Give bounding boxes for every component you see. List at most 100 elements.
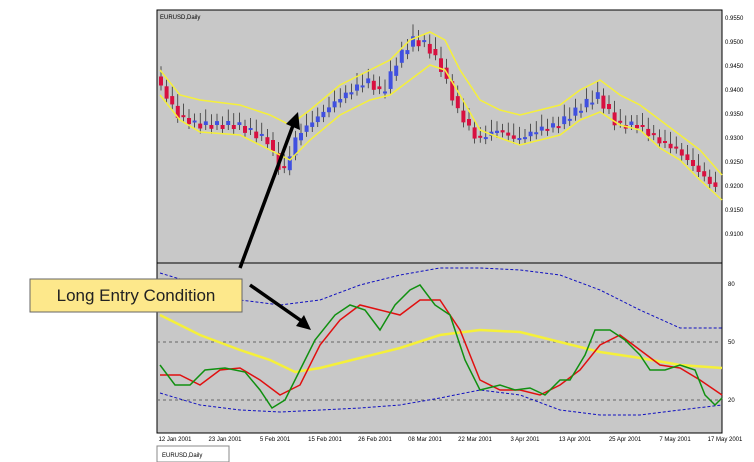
date-label: 13 Apr 2001 [559, 437, 592, 443]
arrow-up [238, 119, 297, 269]
price-label: 0.9250 [725, 160, 744, 166]
candle-body [433, 49, 438, 56]
candle-body [226, 121, 231, 125]
candle-body [427, 43, 432, 54]
candle-body [685, 154, 690, 161]
candle-body [360, 85, 365, 88]
candle-body [439, 58, 443, 72]
candle-body [355, 84, 359, 91]
candle-body [511, 135, 516, 139]
candle-body [657, 137, 662, 144]
candle-body [607, 104, 611, 110]
candle-body [192, 120, 197, 123]
arrowhead [286, 112, 300, 130]
candle-body [495, 130, 499, 133]
candle-body [187, 118, 191, 125]
candle-body [220, 125, 225, 129]
candle-body [595, 92, 600, 99]
candle-body [394, 65, 399, 76]
candle-body [383, 91, 387, 94]
price-label: 0.9200 [725, 184, 744, 190]
osc-lower-band [159, 389, 723, 416]
candle-body [321, 111, 326, 118]
candle-body [371, 80, 376, 90]
upper-band [159, 31, 723, 176]
candle-body [299, 132, 303, 141]
candle-body [640, 125, 645, 127]
candle-body [472, 127, 477, 139]
oscillator-axis: 80 50 20 [728, 282, 735, 404]
date-label: 23 Jan 2001 [208, 437, 242, 443]
candle-body [181, 115, 186, 118]
date-label: 17 May 2001 [708, 437, 743, 443]
candle-body [573, 107, 578, 116]
candle-body [500, 130, 505, 133]
candle-body [327, 107, 331, 113]
price-axis: 0.9550 0.9500 0.9450 0.9400 0.9350 0.9300 0.92… [725, 16, 744, 238]
price-label: 0.9450 [725, 64, 744, 70]
candle-body [287, 156, 292, 171]
candle-body [702, 171, 707, 177]
candle-body [707, 176, 712, 184]
chart-area [156, 9, 723, 434]
price-label: 0.9150 [725, 208, 744, 214]
candle-body [612, 112, 617, 126]
candle-body [343, 92, 348, 99]
date-label: 08 Mar 2001 [408, 437, 442, 443]
candle-body [416, 40, 421, 47]
window-title: EURUSD,Daily [160, 15, 200, 21]
candle-body [310, 122, 315, 127]
osc-green [159, 284, 723, 410]
date-label: 15 Feb 2001 [308, 437, 342, 443]
price-label: 0.9500 [725, 40, 744, 46]
candle-body [517, 138, 522, 141]
candle-body [164, 86, 169, 99]
candle-body [506, 132, 511, 136]
candle-body [237, 122, 242, 125]
candle-body [170, 96, 175, 105]
candle-body [467, 119, 471, 126]
osc-red [160, 299, 723, 396]
candle-body [562, 116, 567, 125]
candle-body [215, 121, 219, 125]
date-label: 12 Jan 2001 [158, 437, 192, 443]
date-label: 5 Feb 2001 [260, 437, 291, 443]
candle-body [551, 123, 555, 128]
arrowhead [296, 315, 311, 330]
candle-body [696, 165, 701, 172]
candle-body [377, 86, 382, 90]
annotation-box [29, 278, 243, 313]
date-axis: 12 Jan 2001 23 Jan 2001 5 Feb 2001 15 Feb 2… [158, 437, 743, 443]
candle-body [668, 143, 673, 149]
candle-body [691, 160, 695, 166]
lower-band [159, 64, 723, 201]
candle-body [713, 182, 718, 187]
candle-body [254, 131, 259, 139]
candle-body [567, 118, 572, 121]
candle-body [635, 125, 639, 129]
chart-tab[interactable] [156, 445, 230, 462]
date-label: 3 Apr 2001 [510, 437, 540, 443]
candle-body [629, 121, 634, 125]
candle-body [399, 49, 404, 63]
candle-body [366, 78, 371, 84]
candle-body [584, 98, 589, 108]
candle-body [332, 101, 337, 108]
candle-body [534, 132, 539, 135]
osc-label: 80 [728, 282, 735, 288]
candle-body [315, 116, 320, 123]
candle-body [231, 125, 236, 129]
arrow-down [248, 283, 305, 324]
osc-upper-band [159, 267, 722, 329]
candle-body [271, 140, 275, 151]
date-label: 7 May 2001 [659, 437, 691, 443]
candle-body [618, 120, 623, 123]
candle-body [388, 71, 393, 89]
candle-body [679, 149, 684, 156]
candle-body [304, 125, 309, 132]
tab-label[interactable]: EURUSD,Daily [162, 453, 202, 459]
candle-body [590, 102, 595, 105]
osc-label: 50 [728, 340, 735, 346]
date-label: 26 Feb 2001 [358, 437, 392, 443]
